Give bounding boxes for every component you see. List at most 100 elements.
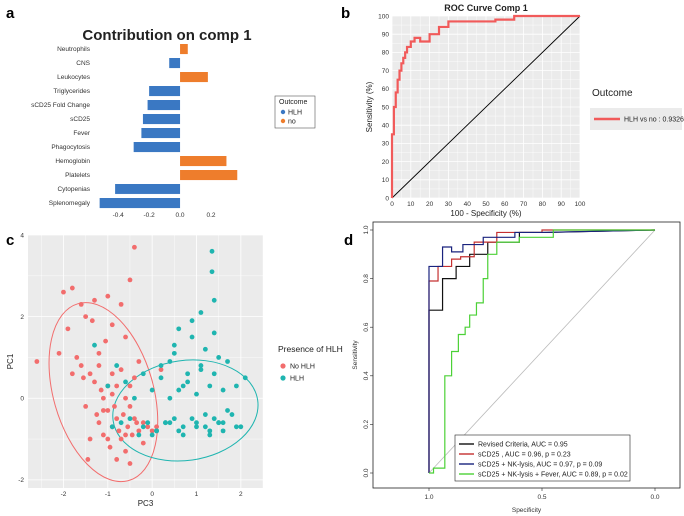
bar-triglycerides (149, 86, 181, 97)
x-axis-label: Specificity (512, 507, 542, 514)
bar-cns (169, 58, 181, 69)
x-axis-label: 100 - Specificity (%) (450, 209, 521, 218)
y-tick-label: 0.4 (363, 371, 370, 380)
y-axis-label: Sensitivity (352, 340, 359, 370)
point-no-hlh (96, 420, 102, 426)
point-no-hlh (132, 375, 137, 381)
y-tick-label: 0 (385, 195, 389, 202)
y-tick-label: 0.8 (363, 274, 370, 283)
legend-label-scd25-auc-0-96-p-0-23: sCD25 , AUC = 0.96, p = 0.23 (478, 451, 571, 458)
point-hlh (216, 355, 222, 360)
point-no-hlh (96, 350, 102, 356)
y-tick-label: 50 (382, 104, 390, 111)
point-hlh (176, 326, 182, 332)
point-no-hlh (132, 416, 137, 422)
y-tick-label: 40 (382, 123, 390, 130)
point-hlh (171, 416, 177, 422)
legend-label-no: no (288, 119, 296, 126)
roc-line-scd25-nk-lysis-fever-auc-0-89-p-0-02 (429, 229, 655, 474)
point-no-hlh (56, 350, 62, 356)
point-no-hlh (132, 244, 137, 250)
point-hlh (189, 318, 195, 324)
roc-curve-line (390, 14, 580, 198)
category-label-platelets: Platelets (65, 172, 91, 179)
point-no-hlh (118, 436, 124, 442)
point-hlh (220, 387, 226, 393)
point-hlh (114, 363, 120, 368)
point-no-hlh (65, 326, 71, 332)
point-no-hlh (149, 428, 155, 434)
point-no-hlh (127, 383, 133, 389)
category-label-scd25: sCD25 (70, 116, 90, 123)
point-hlh (163, 420, 168, 426)
point-no-hlh (112, 403, 117, 409)
category-label-triglycerides: Triglycerides (53, 88, 90, 95)
panel-b-roc-chart: ROC Curve Comp 1 0 10 20 30 40 50 60 70 80 90 100 0 1… (365, 3, 684, 218)
point-hlh (202, 346, 208, 352)
diagonal-reference-line (428, 229, 656, 474)
roc-line-scd25-nk-lysis-auc-0-97-p-0-09 (428, 229, 656, 473)
panel-c-pca-scatter: -2 -1 0 1 2 -2 0 2 4 PC3 PC1 Presence of HLH No HLH H… (6, 193, 343, 508)
point-hlh (233, 424, 239, 430)
point-no-hlh (100, 408, 106, 413)
point-no-hlh (87, 371, 93, 377)
legend-label-scd25-nk-lysis-fever-auc-0-89-p-0-02: sCD25 + NK-lysis + Fever, AUC = 0.89, p … (478, 471, 628, 478)
point-no-hlh (105, 436, 111, 442)
point-hlh (211, 330, 217, 336)
point-no-hlh (127, 403, 133, 409)
legend-title: Outcome (279, 99, 308, 106)
point-hlh (189, 416, 195, 422)
bar-phagocytosis (133, 142, 181, 153)
point-no-hlh (109, 371, 115, 377)
point-no-hlh (74, 355, 80, 360)
point-no-hlh (114, 416, 120, 422)
y-tick-label: -2 (18, 477, 24, 484)
point-hlh (185, 379, 191, 385)
point-hlh (140, 371, 146, 377)
x-tick-label: 0.2 (206, 212, 215, 219)
x-tick-label: 70 (520, 201, 528, 208)
x-tick-label: 2 (239, 491, 243, 498)
point-hlh (194, 424, 199, 430)
category-label-splenomegaly: Splenomegaly (49, 200, 91, 207)
point-no-hlh (92, 379, 97, 385)
x-tick-label: 1.0 (424, 494, 433, 501)
point-no-hlh (127, 277, 133, 283)
x-tick-label: 30 (445, 201, 453, 208)
point-hlh (209, 248, 215, 254)
point-no-hlh (100, 395, 106, 401)
x-tick-label: 0.0 (650, 494, 659, 501)
legend-label-revised-criteria-auc-0-95: Revised Criteria, AUC = 0.95 (478, 441, 568, 448)
point-hlh (225, 359, 230, 364)
legend-marker-no-hlh (280, 363, 286, 369)
point-hlh (189, 334, 195, 340)
point-hlh (145, 420, 151, 426)
category-label-neutrophils: Neutrophils (57, 46, 91, 53)
point-hlh (198, 367, 204, 373)
bar-scd25 (142, 114, 181, 125)
y-tick-label: 0.2 (363, 420, 370, 429)
y-tick-label: 100 (378, 13, 389, 20)
point-no-hlh (123, 448, 128, 454)
category-label-scd25-fold-change: sCD25 Fold Change (31, 102, 90, 109)
y-axis-label: Sensitivity (%) (365, 81, 374, 132)
y-tick-label: 10 (382, 177, 390, 184)
panel-label-d: d (344, 232, 353, 249)
x-tick-label: 60 (501, 201, 509, 208)
x-tick-label: 0.5 (537, 494, 546, 501)
point-hlh (118, 420, 124, 426)
point-hlh (207, 428, 213, 434)
legend-title: Presence of HLH (278, 344, 343, 354)
point-no-hlh (123, 432, 128, 438)
point-hlh (209, 269, 215, 275)
point-hlh (198, 310, 204, 315)
y-tick-label: 1.0 (363, 225, 370, 234)
point-hlh (233, 383, 239, 389)
point-no-hlh (83, 314, 89, 320)
point-no-hlh (109, 391, 115, 397)
roc-line-revised-criteria-auc-0-95 (428, 229, 656, 473)
point-hlh (176, 428, 182, 434)
chart-title: Contribution on comp 1 (82, 27, 251, 44)
x-tick-label: -0.4 (113, 212, 125, 219)
panel-label-a: a (6, 5, 15, 22)
